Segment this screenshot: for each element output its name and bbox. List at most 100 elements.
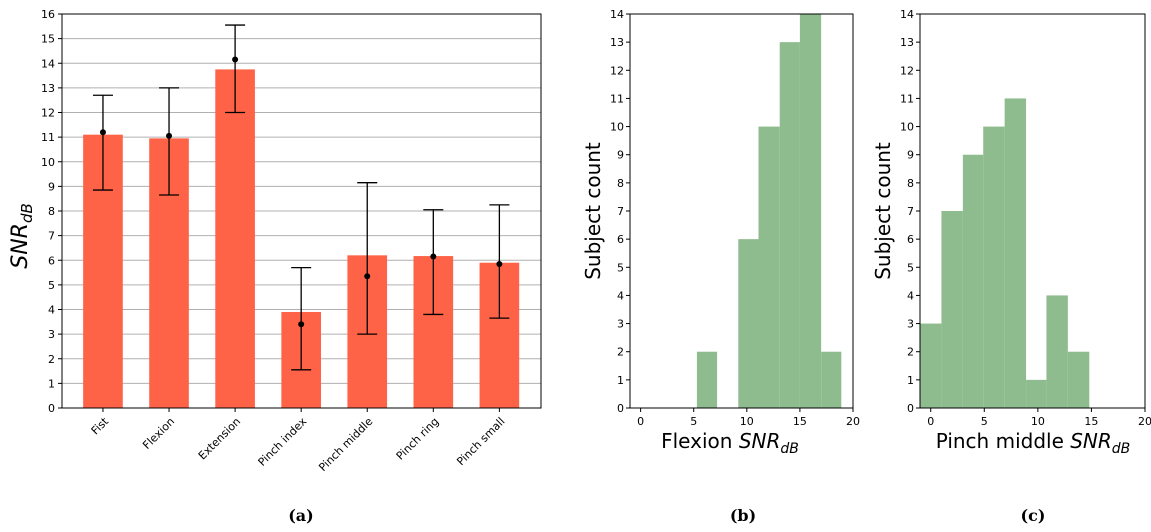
- b-hist-bar: [758, 126, 780, 409]
- a-mean-point: [232, 56, 239, 63]
- a-y-tick-label: 13: [41, 82, 55, 95]
- b-y-tick-label: 14: [610, 8, 624, 21]
- a-y-tick-label: 4: [48, 304, 55, 317]
- a-y-tick-label: 0: [48, 402, 55, 415]
- a-mean-point: [99, 129, 106, 136]
- b-y-tick-label: 9: [617, 149, 624, 162]
- a-x-tick-label: Extension: [196, 415, 243, 462]
- c-hist-bar: [920, 323, 942, 408]
- c-y-tick-label: 14: [900, 8, 914, 21]
- a-x-ticks: Fist Flexion Extension Pinch index Pinch mid…: [89, 408, 507, 474]
- a-mean-point: [166, 132, 173, 139]
- c-y-tick-label: 1: [907, 374, 914, 387]
- b-y-tick-label: 4: [617, 289, 624, 302]
- b-y-tick-label: 7: [617, 205, 624, 218]
- a-y-tick-label: 15: [41, 33, 55, 46]
- a-y-label-main: SNR: [8, 223, 33, 269]
- c-x-tick-label: 10: [1031, 415, 1045, 428]
- b-x-label-main: Flexion: [661, 429, 739, 453]
- c-x-tick-label: 0: [927, 415, 934, 428]
- a-mean-point: [298, 321, 305, 328]
- b-hist-bar: [799, 14, 822, 408]
- a-y-tick-label: 2: [48, 353, 55, 366]
- c-y-tick-label: 2: [907, 346, 914, 359]
- c-hist-bar: [962, 154, 984, 408]
- c-hist-bar: [941, 211, 963, 408]
- c-hist-bar: [1067, 351, 1090, 408]
- c-y-tick-label: 0: [907, 402, 914, 415]
- a-x-tick-label: Fist: [89, 414, 112, 437]
- b-x-label-sub: dB: [780, 441, 799, 457]
- a-x-tick-label: Pinch middle: [316, 415, 375, 474]
- c-x-label-sub: dB: [1112, 441, 1131, 457]
- b-hist-bar: [696, 351, 718, 408]
- a-y-tick-label: 12: [41, 107, 55, 120]
- c-panel-caption: (c): [1021, 506, 1046, 525]
- b-y-tick-label: 12: [610, 64, 624, 77]
- b-x-axis-label: Flexion SNRdB: [661, 429, 799, 457]
- a-mean-point: [430, 253, 437, 260]
- a-x-tick-label: Pinch small: [454, 415, 507, 468]
- a-y-tick-label: 8: [48, 205, 55, 218]
- c-y-tick-label: 13: [900, 36, 914, 49]
- a-y-tick-label: 16: [41, 8, 55, 21]
- b-hist-bar: [779, 42, 800, 409]
- a-error-bars: [92, 24, 510, 371]
- a-y-tick-label: 11: [41, 131, 55, 144]
- b-y-tick-label: 2: [617, 346, 624, 359]
- c-y-tick-label: 3: [907, 318, 914, 331]
- a-y-tick-label: 10: [41, 156, 55, 169]
- c-x-label-italic: SNR: [1070, 429, 1112, 453]
- a-y-tick-label: 7: [48, 230, 55, 243]
- b-x-label-italic: SNR: [739, 429, 781, 453]
- a-bar: [215, 69, 255, 408]
- c-x-axis-label: Pinch middle SNRdB: [936, 429, 1131, 457]
- a-mean-point: [496, 260, 503, 267]
- b-y-tick-label: 13: [610, 36, 624, 49]
- b-y-tick-label: 0: [617, 402, 624, 415]
- c-hist-bar: [983, 126, 1005, 409]
- a-panel-caption: (a): [288, 506, 314, 525]
- a-mean-point: [364, 273, 371, 280]
- a-x-tick-label: Pinch ring: [394, 415, 442, 463]
- c-hist-bar: [1046, 295, 1068, 408]
- a-y-tick-label: 9: [48, 180, 55, 193]
- c-y-tick-label: 8: [907, 177, 914, 190]
- a-y-axis-label: SNRdB: [8, 203, 36, 269]
- c-x-ticks: 0 5 10 15 20: [927, 408, 1151, 428]
- b-y-axis-label: Subject count: [581, 142, 605, 280]
- c-y-axis-label: Subject count: [871, 142, 895, 280]
- b-histogram-bars: [696, 14, 842, 409]
- c-y-tick-label: 11: [900, 92, 914, 105]
- b-x-tick-label: 20: [846, 415, 860, 428]
- b-y-tick-label: 6: [617, 233, 624, 246]
- b-y-tick-label: 3: [617, 318, 624, 331]
- b-y-tick-label: 5: [617, 261, 624, 274]
- c-y-tick-label: 9: [907, 149, 914, 162]
- b-y-tick-label: 10: [610, 121, 624, 134]
- c-y-tick-label: 7: [907, 205, 914, 218]
- b-hist-bar: [738, 239, 759, 408]
- a-y-tick-label: 14: [41, 57, 55, 70]
- a-y-tick-label: 3: [48, 328, 55, 341]
- a-y-tick-label: 5: [48, 279, 55, 292]
- c-x-tick-label: 20: [1138, 415, 1151, 428]
- b-x-ticks: 0 5 10 15 20: [637, 408, 860, 428]
- c-hist-bar: [1004, 98, 1027, 408]
- b-x-tick-label: 5: [690, 415, 697, 428]
- a-x-tick-label: Pinch index: [256, 415, 310, 469]
- b-y-tick-label: 11: [610, 92, 624, 105]
- a-bars: [83, 69, 520, 408]
- c-y-tick-label: 5: [907, 261, 914, 274]
- a-y-label-sub: dB: [18, 203, 36, 223]
- b-x-tick-label: 0: [637, 415, 644, 428]
- c-y-tick-label: 12: [900, 64, 914, 77]
- c-x-tick-label: 5: [981, 415, 988, 428]
